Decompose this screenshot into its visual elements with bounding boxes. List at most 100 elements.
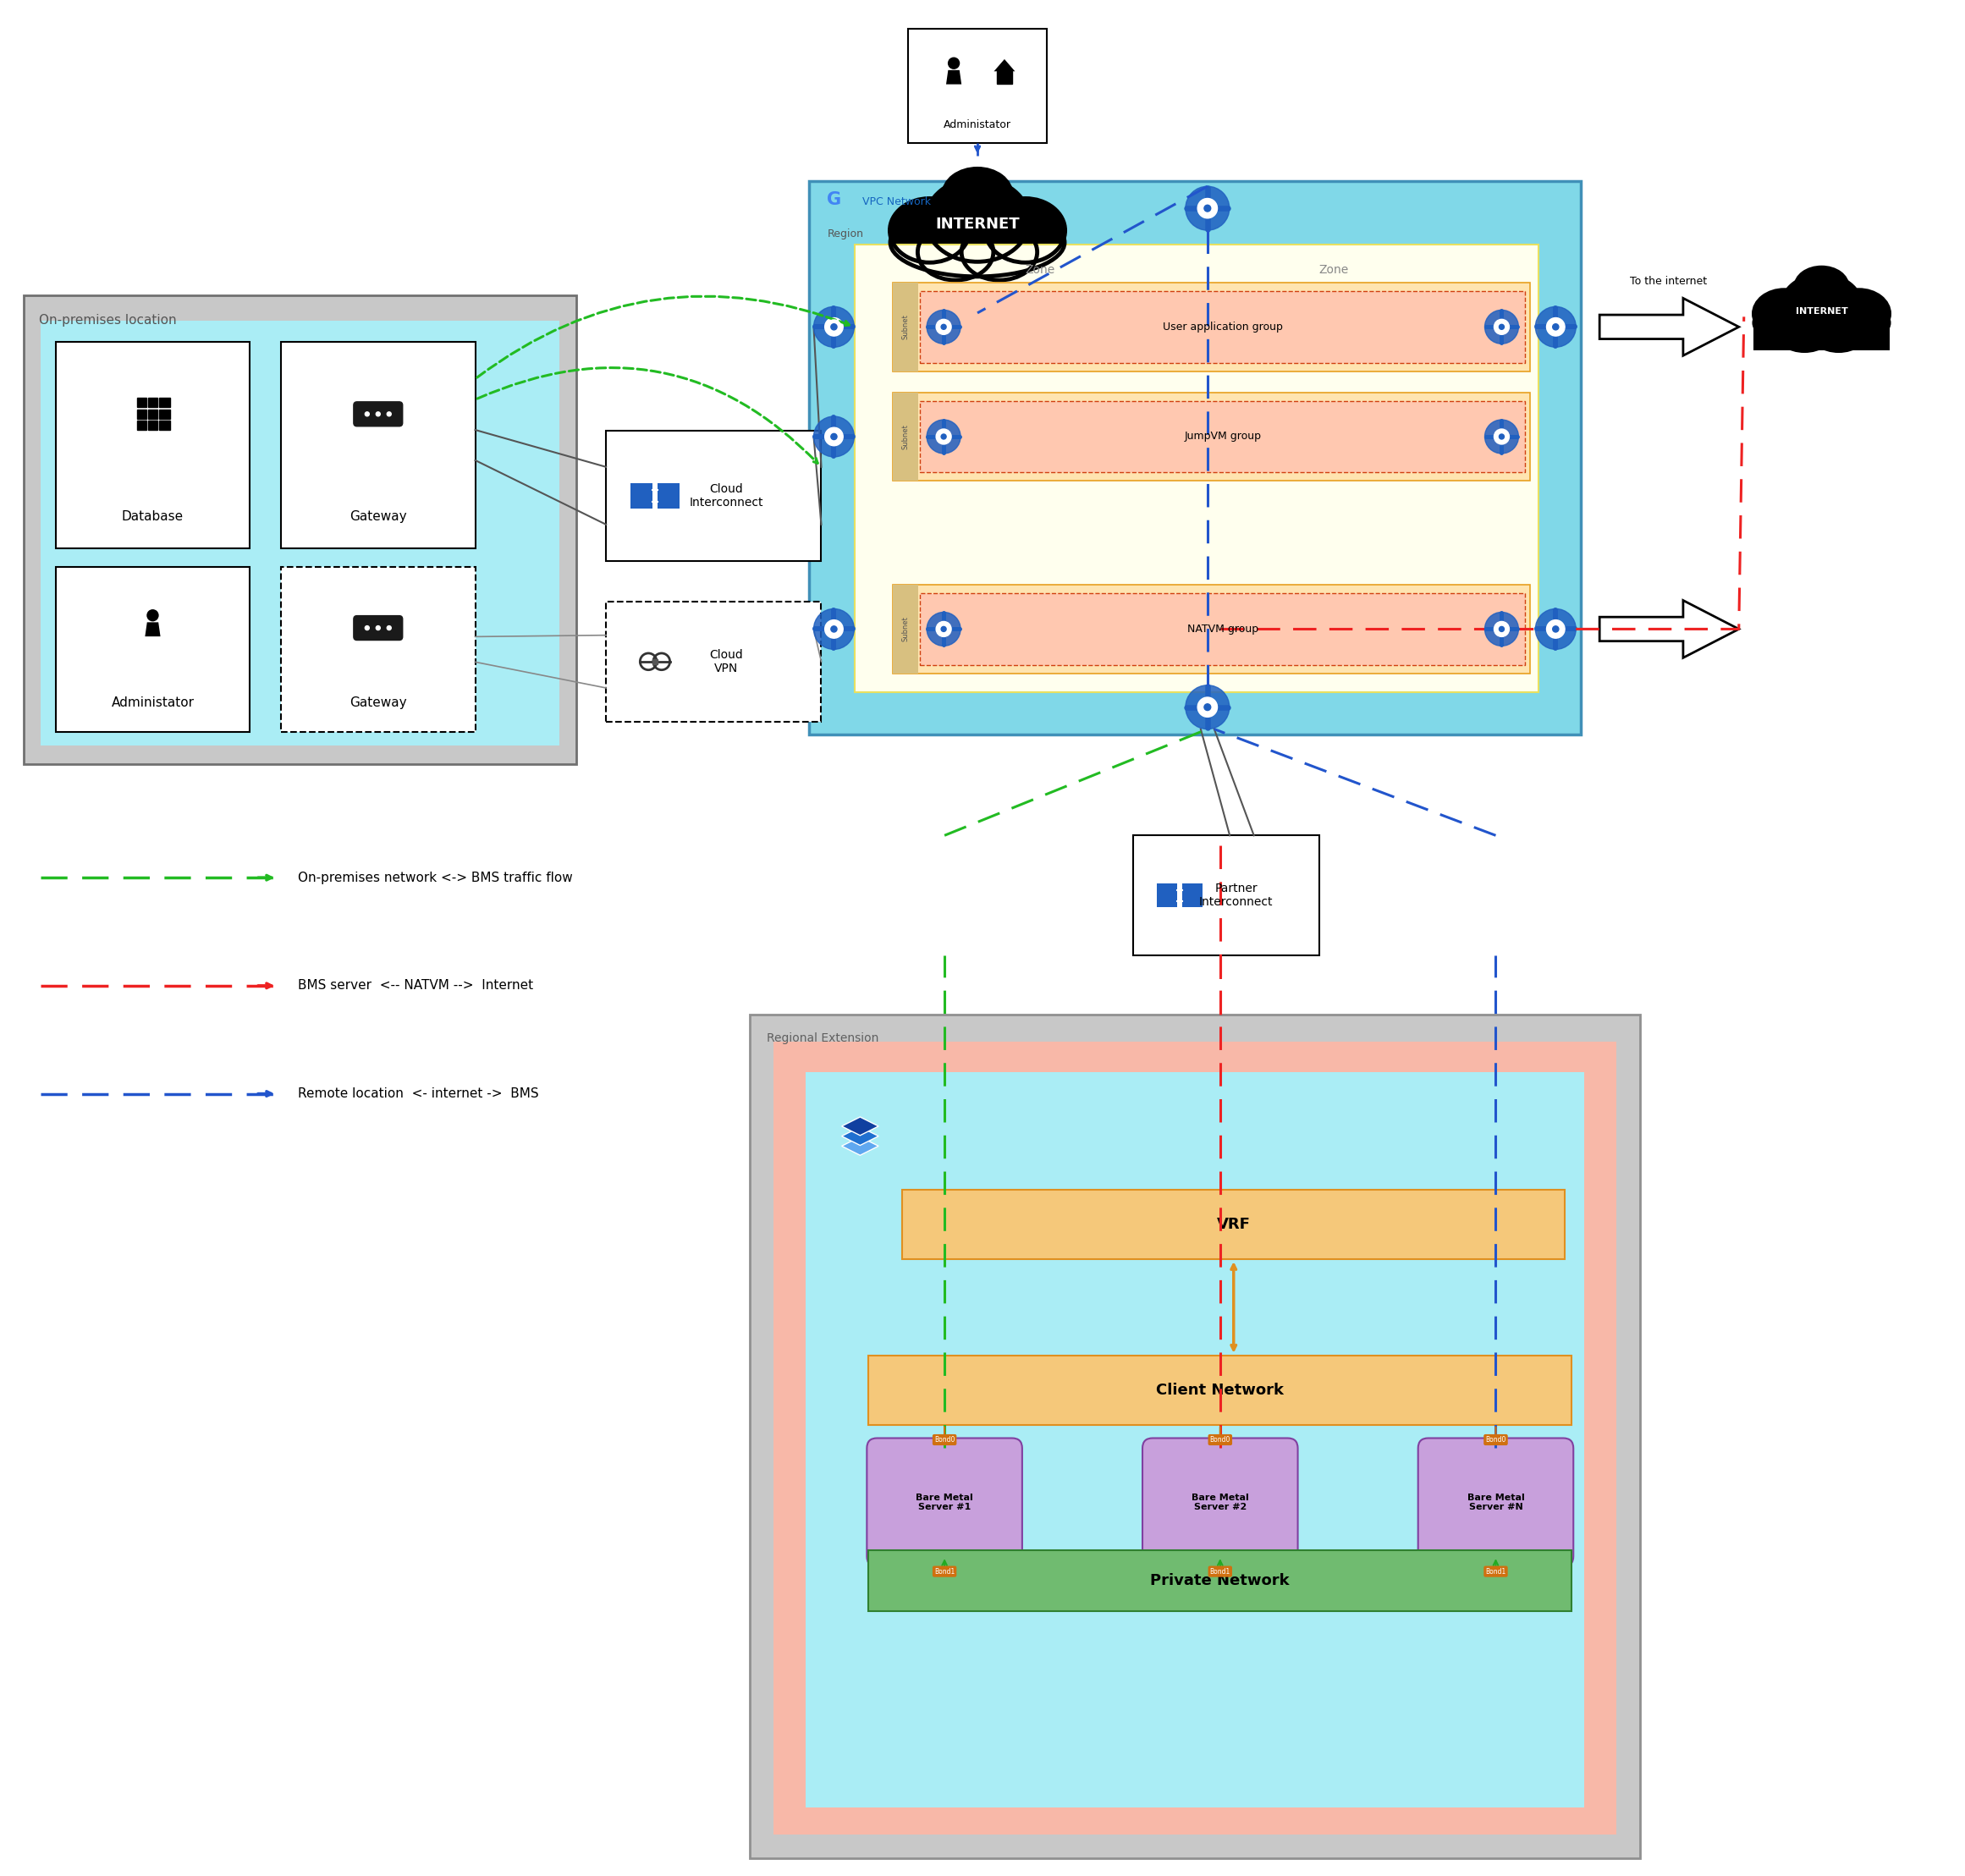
Circle shape bbox=[1493, 621, 1509, 636]
Text: Administator: Administator bbox=[112, 696, 195, 709]
FancyBboxPatch shape bbox=[354, 401, 403, 426]
FancyBboxPatch shape bbox=[806, 1071, 1584, 1808]
Text: VRF: VRF bbox=[1216, 1218, 1250, 1233]
Circle shape bbox=[1546, 619, 1564, 638]
Text: Bond0: Bond0 bbox=[933, 1435, 955, 1445]
Circle shape bbox=[1486, 420, 1519, 454]
Text: Private Network: Private Network bbox=[1150, 1574, 1289, 1589]
Ellipse shape bbox=[1827, 289, 1890, 338]
Circle shape bbox=[1546, 317, 1564, 336]
FancyBboxPatch shape bbox=[869, 1550, 1572, 1611]
Circle shape bbox=[1493, 319, 1509, 334]
Text: Administator: Administator bbox=[943, 120, 1012, 129]
Text: To the internet: To the internet bbox=[1631, 276, 1708, 287]
Circle shape bbox=[1495, 623, 1507, 634]
Circle shape bbox=[831, 627, 837, 632]
FancyBboxPatch shape bbox=[1183, 884, 1203, 908]
FancyBboxPatch shape bbox=[749, 1015, 1641, 1859]
Circle shape bbox=[814, 416, 855, 458]
FancyBboxPatch shape bbox=[605, 602, 821, 722]
Text: Bond0: Bond0 bbox=[933, 1435, 955, 1445]
Circle shape bbox=[1535, 306, 1576, 347]
FancyBboxPatch shape bbox=[1142, 1439, 1297, 1566]
FancyBboxPatch shape bbox=[1419, 1439, 1574, 1566]
Ellipse shape bbox=[1753, 296, 1890, 349]
Circle shape bbox=[941, 325, 947, 330]
Text: Bond1: Bond1 bbox=[933, 1568, 955, 1576]
Text: Bond0: Bond0 bbox=[1210, 1435, 1230, 1445]
Circle shape bbox=[1205, 704, 1210, 711]
Circle shape bbox=[1495, 321, 1507, 332]
Circle shape bbox=[1548, 623, 1562, 636]
FancyBboxPatch shape bbox=[147, 409, 157, 418]
Circle shape bbox=[927, 310, 961, 343]
Polygon shape bbox=[145, 623, 161, 636]
FancyBboxPatch shape bbox=[1753, 323, 1890, 351]
FancyBboxPatch shape bbox=[159, 409, 171, 418]
Text: Subnet: Subnet bbox=[902, 617, 910, 642]
FancyBboxPatch shape bbox=[55, 567, 250, 732]
Text: JumpVM group: JumpVM group bbox=[1185, 431, 1262, 443]
FancyBboxPatch shape bbox=[920, 593, 1525, 664]
FancyBboxPatch shape bbox=[658, 482, 680, 508]
Ellipse shape bbox=[1774, 310, 1833, 351]
Ellipse shape bbox=[926, 178, 1030, 263]
FancyBboxPatch shape bbox=[772, 1041, 1617, 1835]
Circle shape bbox=[937, 431, 949, 443]
Circle shape bbox=[927, 612, 961, 645]
FancyBboxPatch shape bbox=[159, 420, 171, 430]
Text: NATVM group: NATVM group bbox=[1187, 623, 1258, 634]
FancyBboxPatch shape bbox=[892, 585, 1531, 673]
Circle shape bbox=[927, 420, 961, 454]
Circle shape bbox=[825, 428, 843, 446]
FancyBboxPatch shape bbox=[810, 182, 1582, 734]
Text: Cloud
VPN: Cloud VPN bbox=[709, 649, 743, 673]
Text: INTERNET: INTERNET bbox=[1796, 308, 1847, 315]
FancyBboxPatch shape bbox=[920, 291, 1525, 362]
FancyBboxPatch shape bbox=[892, 392, 918, 480]
Text: User application group: User application group bbox=[1163, 321, 1283, 332]
Circle shape bbox=[1197, 199, 1218, 218]
Circle shape bbox=[935, 430, 951, 445]
FancyBboxPatch shape bbox=[869, 1354, 1572, 1424]
Text: Zone: Zone bbox=[1024, 265, 1055, 276]
Circle shape bbox=[935, 621, 951, 636]
Circle shape bbox=[1201, 201, 1214, 216]
FancyBboxPatch shape bbox=[1157, 884, 1177, 908]
Circle shape bbox=[375, 413, 379, 416]
Circle shape bbox=[147, 610, 159, 621]
Circle shape bbox=[947, 56, 959, 69]
FancyBboxPatch shape bbox=[867, 1439, 1022, 1566]
Text: BMS server  <-- NATVM -->  Internet: BMS server <-- NATVM --> Internet bbox=[299, 979, 533, 992]
Circle shape bbox=[1185, 186, 1230, 231]
Ellipse shape bbox=[961, 223, 1038, 280]
Text: On-premises location: On-premises location bbox=[39, 313, 177, 326]
Circle shape bbox=[831, 433, 837, 439]
Text: Bare Metal
Server #1: Bare Metal Server #1 bbox=[916, 1493, 973, 1512]
Circle shape bbox=[1486, 310, 1519, 343]
FancyBboxPatch shape bbox=[24, 295, 576, 764]
Text: Bond1: Bond1 bbox=[1210, 1568, 1230, 1576]
Polygon shape bbox=[1600, 298, 1739, 356]
Circle shape bbox=[1205, 204, 1210, 212]
FancyBboxPatch shape bbox=[892, 585, 918, 673]
Polygon shape bbox=[841, 1137, 878, 1156]
Circle shape bbox=[1201, 700, 1214, 715]
Ellipse shape bbox=[1753, 289, 1816, 338]
Circle shape bbox=[365, 627, 369, 630]
FancyBboxPatch shape bbox=[902, 1189, 1564, 1259]
Text: Subnet: Subnet bbox=[902, 424, 910, 448]
FancyBboxPatch shape bbox=[631, 482, 652, 508]
Polygon shape bbox=[994, 60, 1016, 71]
FancyBboxPatch shape bbox=[147, 420, 157, 430]
Text: Database: Database bbox=[122, 510, 183, 523]
FancyBboxPatch shape bbox=[996, 71, 1012, 84]
Polygon shape bbox=[1600, 600, 1739, 658]
FancyBboxPatch shape bbox=[41, 321, 560, 745]
FancyBboxPatch shape bbox=[855, 244, 1539, 692]
Circle shape bbox=[1552, 325, 1558, 330]
FancyBboxPatch shape bbox=[890, 242, 1065, 278]
Ellipse shape bbox=[1810, 310, 1869, 351]
Text: Zone: Zone bbox=[1319, 265, 1348, 276]
Ellipse shape bbox=[890, 208, 1065, 276]
